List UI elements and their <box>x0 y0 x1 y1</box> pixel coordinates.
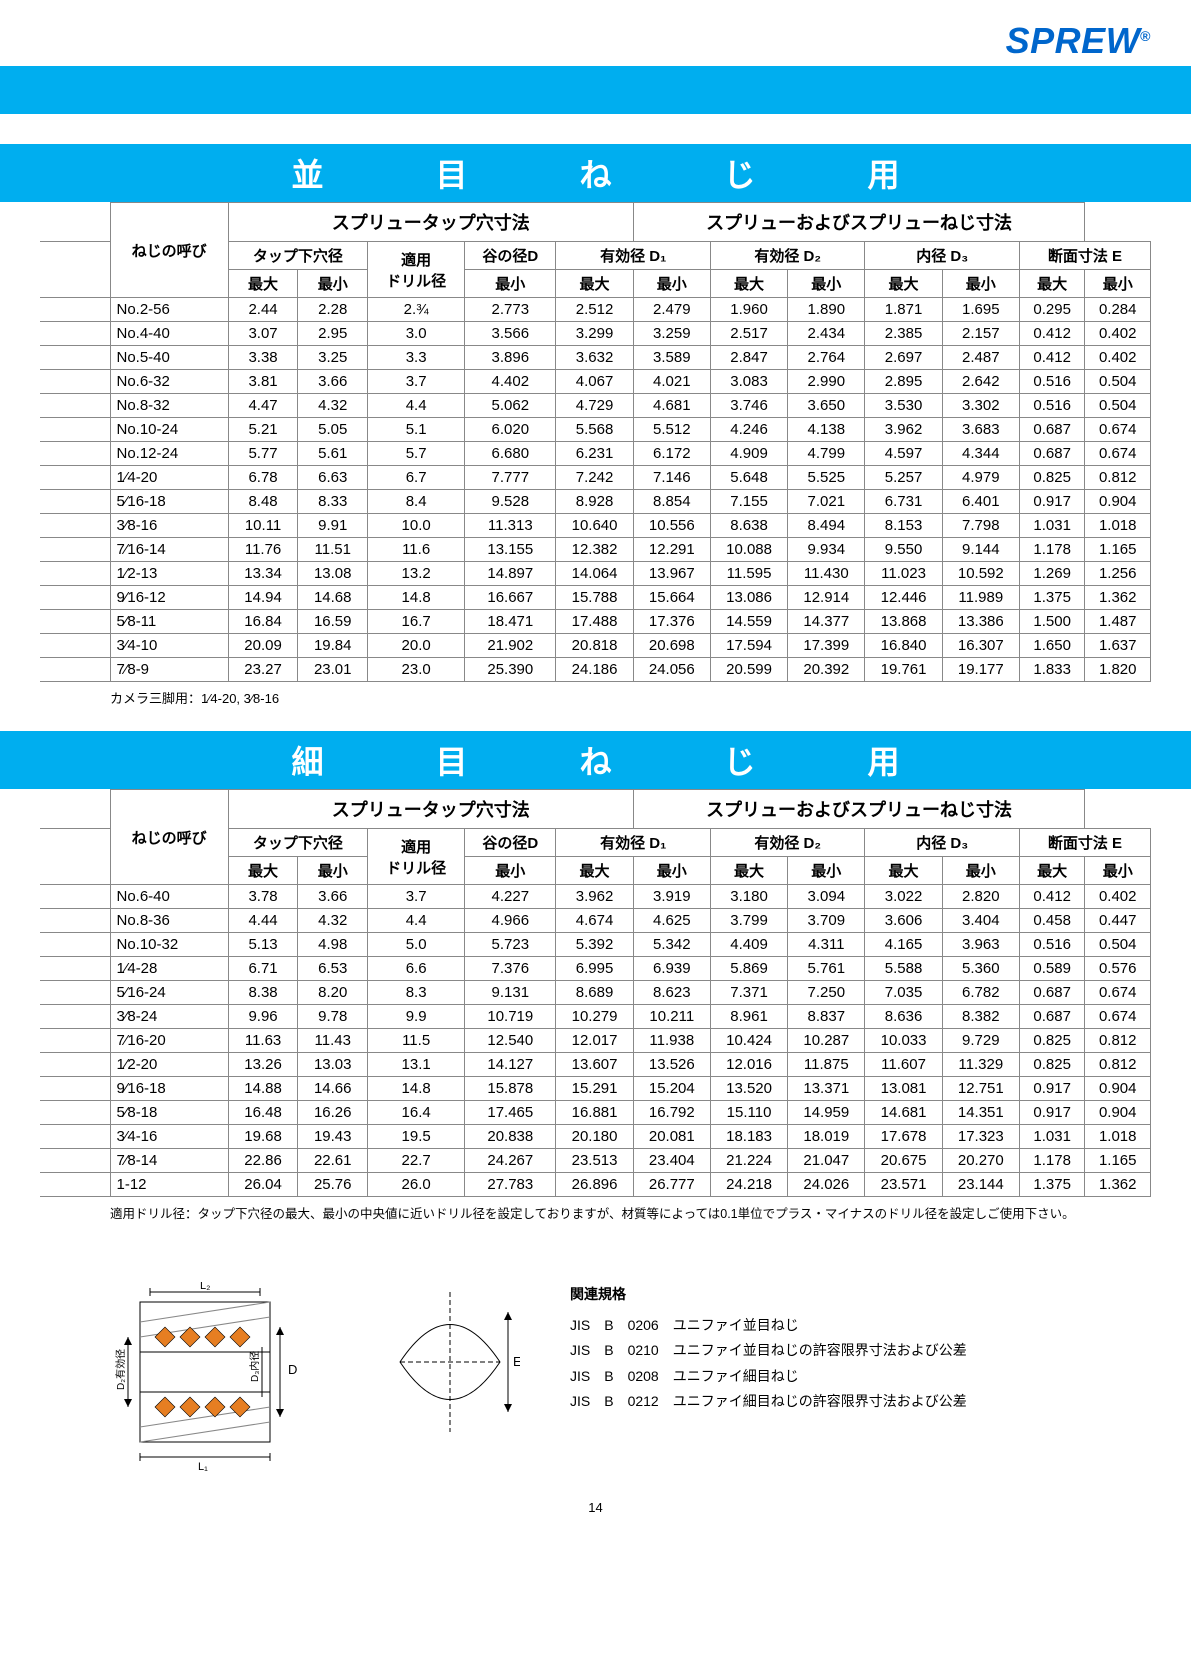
table-coarse: ねじの呼びスプリュータップ穴寸法スプリューおよびスプリューねじ寸法タップ下穴径適… <box>40 202 1151 682</box>
group-left: スプリュータップ穴寸法 <box>228 790 633 829</box>
table-fine: ねじの呼びスプリュータップ穴寸法スプリューおよびスプリューねじ寸法タップ下穴径適… <box>40 789 1151 1197</box>
standards-item: JIS B 0212 ユニファイ細目ねじの許容限界寸法および公差 <box>570 1389 967 1414</box>
table-row: 7⁄16-1411.7611.5111.613.15512.38212.2911… <box>40 538 1151 562</box>
cell-name: 1⁄4-28 <box>110 957 228 981</box>
camera-note: カメラ三脚用：1⁄4-20, 3⁄8-16 <box>110 688 1151 707</box>
cell-name: No.8-32 <box>110 394 228 418</box>
bottom-row: L₂ D D₃内径 D₂有効径 L₁ <box>40 1282 1151 1472</box>
cell-name: 7⁄8-14 <box>110 1149 228 1173</box>
page-number: 14 <box>40 1500 1151 1515</box>
cell-name: No.5-40 <box>110 346 228 370</box>
cell-name: No.10-24 <box>110 418 228 442</box>
cell-name: 1⁄2-20 <box>110 1053 228 1077</box>
cell-name: 9⁄16-12 <box>110 586 228 610</box>
standards-item: JIS B 0210 ユニファイ並目ねじの許容限界寸法および公差 <box>570 1338 967 1363</box>
table-row: No.10-245.215.055.16.0205.5685.5124.2464… <box>40 418 1151 442</box>
table-row: 5⁄16-188.488.338.49.5288.9288.8547.1557.… <box>40 490 1151 514</box>
col-name: ねじの呼び <box>110 790 228 885</box>
table-row: 5⁄8-1116.8416.5916.718.47117.48817.37614… <box>40 610 1151 634</box>
cross-section-diagram: L₂ D D₃内径 D₂有効径 L₁ <box>110 1282 330 1472</box>
cell-name: 5⁄16-18 <box>110 490 228 514</box>
table-row: 7⁄16-2011.6311.4311.512.54012.01711.9381… <box>40 1029 1151 1053</box>
table-row: 3⁄8-1610.119.9110.011.31310.64010.5568.6… <box>40 514 1151 538</box>
table-row: 1⁄2-1313.3413.0813.214.89714.06413.96711… <box>40 562 1151 586</box>
standards-item: JIS B 0206 ユニファイ並目ねじ <box>570 1313 967 1338</box>
table-row: 3⁄4-1020.0919.8420.021.90220.81820.69817… <box>40 634 1151 658</box>
standards-block: 関連規格 JIS B 0206 ユニファイ並目ねじ JIS B 0210 ユニフ… <box>570 1282 967 1414</box>
svg-text:L₁: L₁ <box>198 1461 208 1472</box>
table-row: 7⁄8-1422.8622.6122.724.26723.51323.40421… <box>40 1149 1151 1173</box>
section2-title: 細 目 ね じ 用 <box>0 731 1191 789</box>
table-row: 1⁄2-2013.2613.0313.114.12713.60713.52612… <box>40 1053 1151 1077</box>
brand-logo: SPREW® <box>40 20 1151 62</box>
cell-name: 5⁄8-18 <box>110 1101 228 1125</box>
table-row: 3⁄4-1619.6819.4319.520.83820.18020.08118… <box>40 1125 1151 1149</box>
cell-name: 3⁄8-16 <box>110 514 228 538</box>
cell-name: 7⁄8-9 <box>110 658 228 682</box>
standards-item: JIS B 0208 ユニファイ細目ねじ <box>570 1364 967 1389</box>
cell-name: No.12-24 <box>110 442 228 466</box>
pitch-diagram: E <box>380 1282 520 1442</box>
cell-name: 3⁄4-16 <box>110 1125 228 1149</box>
cell-name: 1-12 <box>110 1173 228 1197</box>
table-row: No.6-403.783.663.74.2273.9623.9193.1803.… <box>40 885 1151 909</box>
cell-name: 5⁄8-11 <box>110 610 228 634</box>
table-row: No.8-324.474.324.45.0624.7294.6813.7463.… <box>40 394 1151 418</box>
svg-text:E: E <box>513 1354 520 1369</box>
cell-name: No.8-36 <box>110 909 228 933</box>
table-row: 9⁄16-1214.9414.6814.816.66715.78815.6641… <box>40 586 1151 610</box>
cell-name: 3⁄4-10 <box>110 634 228 658</box>
cell-name: 7⁄16-14 <box>110 538 228 562</box>
cell-name: 1⁄4-20 <box>110 466 228 490</box>
table-row: 5⁄8-1816.4816.2616.417.46516.88116.79215… <box>40 1101 1151 1125</box>
svg-text:D₂有効径: D₂有効径 <box>114 1349 127 1390</box>
svg-text:D₃内径: D₃内径 <box>248 1351 261 1382</box>
table-row: No.4-403.072.953.03.5663.2993.2592.5172.… <box>40 322 1151 346</box>
table-row: 3⁄8-249.969.789.910.71910.27910.2118.961… <box>40 1005 1151 1029</box>
top-color-band <box>0 66 1191 114</box>
group-left: スプリュータップ穴寸法 <box>228 203 633 242</box>
table-row: No.8-364.444.324.44.9664.6744.6253.7993.… <box>40 909 1151 933</box>
table-row: 1⁄4-286.716.536.67.3766.9956.9395.8695.7… <box>40 957 1151 981</box>
section1-title: 並 目 ね じ 用 <box>0 144 1191 202</box>
cell-name: No.10-32 <box>110 933 228 957</box>
table-row: No.12-245.775.615.76.6806.2316.1724.9094… <box>40 442 1151 466</box>
table-row: No.2-562.442.282.¾2.7732.5122.4791.9601.… <box>40 298 1151 322</box>
standards-title: 関連規格 <box>570 1282 967 1307</box>
svg-text:D: D <box>288 1362 297 1377</box>
group-right: スプリューおよびスプリューねじ寸法 <box>633 790 1085 829</box>
table-row: No.5-403.383.253.33.8963.6323.5892.8472.… <box>40 346 1151 370</box>
table-row: 5⁄16-248.388.208.39.1318.6898.6237.3717.… <box>40 981 1151 1005</box>
cell-name: 5⁄16-24 <box>110 981 228 1005</box>
table-row: 9⁄16-1814.8814.6614.815.87815.29115.2041… <box>40 1077 1151 1101</box>
table-row: 7⁄8-923.2723.0123.025.39024.18624.05620.… <box>40 658 1151 682</box>
cell-name: 7⁄16-20 <box>110 1029 228 1053</box>
table-row: No.10-325.134.985.05.7235.3925.3424.4094… <box>40 933 1151 957</box>
cell-name: No.4-40 <box>110 322 228 346</box>
col-name: ねじの呼び <box>110 203 228 298</box>
table-row: No.6-323.813.663.74.4024.0674.0213.0832.… <box>40 370 1151 394</box>
svg-text:L₂: L₂ <box>200 1282 210 1292</box>
group-right: スプリューおよびスプリューねじ寸法 <box>633 203 1085 242</box>
cell-name: No.2-56 <box>110 298 228 322</box>
cell-name: 3⁄8-24 <box>110 1005 228 1029</box>
drill-note: 適用ドリル径：タップ下穴径の最大、最小の中央値に近いドリル径を設定しておりますが… <box>110 1203 1151 1222</box>
cell-name: 1⁄2-13 <box>110 562 228 586</box>
table-row: 1⁄4-206.786.636.77.7777.2427.1465.6485.5… <box>40 466 1151 490</box>
cell-name: No.6-40 <box>110 885 228 909</box>
cell-name: 9⁄16-18 <box>110 1077 228 1101</box>
table-row: 1-1226.0425.7626.027.78326.89626.77724.2… <box>40 1173 1151 1197</box>
cell-name: No.6-32 <box>110 370 228 394</box>
